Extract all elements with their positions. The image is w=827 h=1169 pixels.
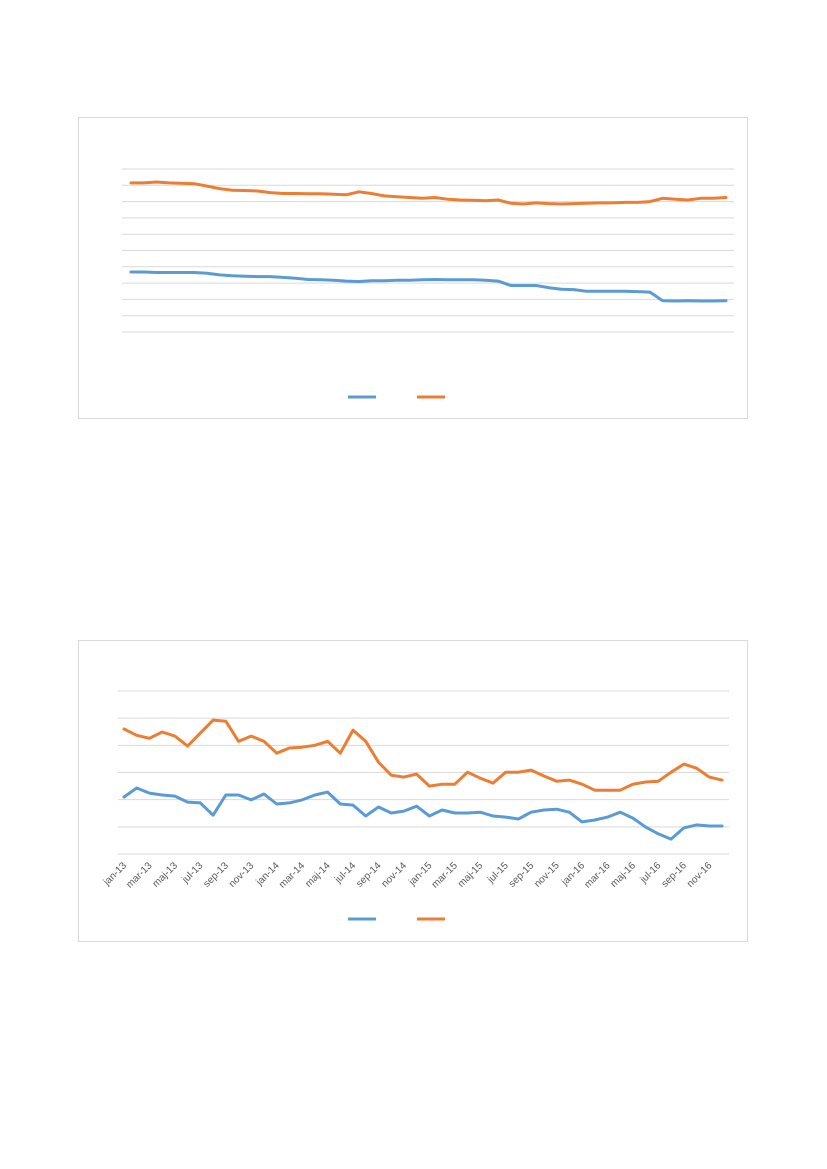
- data-line: [122, 786, 724, 841]
- data-line: [129, 180, 728, 206]
- data-line: [122, 718, 724, 792]
- data-line: [129, 270, 728, 303]
- chart-frame: [78, 640, 748, 942]
- chart-frame: [78, 117, 748, 419]
